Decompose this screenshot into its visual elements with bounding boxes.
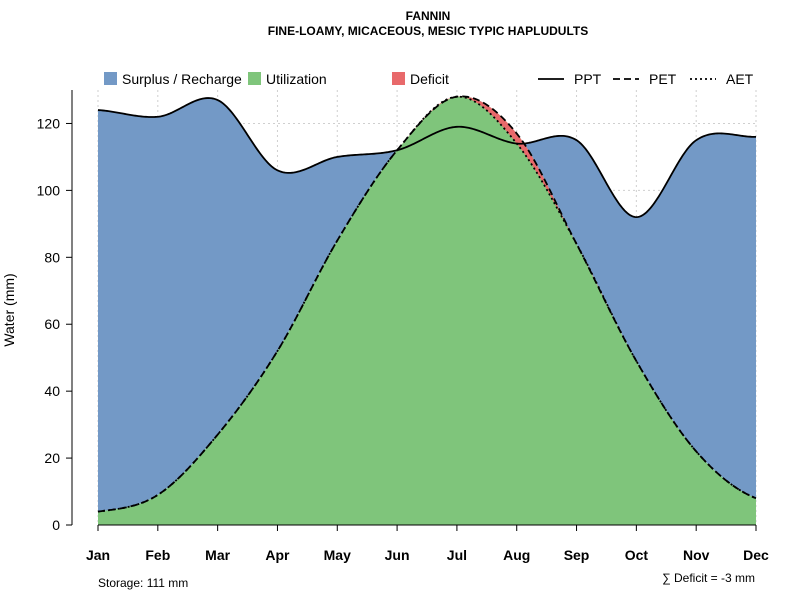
legend-label: AET: [726, 71, 754, 87]
legend-label: PPT: [574, 71, 602, 87]
x-tick-label-nov: Nov: [683, 547, 710, 563]
series-line-pet: [97, 95, 757, 513]
y-tick-label: 100: [37, 182, 61, 198]
y-tick-label: 80: [44, 249, 60, 265]
legend-label: Surplus / Recharge: [122, 71, 242, 87]
surplus-area: [98, 96, 756, 512]
x-tick-label-mar: Mar: [205, 547, 230, 563]
storage-annotation: Storage: 111 mm: [98, 576, 188, 590]
y-axis-label: Water (mm): [1, 273, 17, 346]
legend-swatch: [392, 72, 405, 85]
x-tick-label-apr: Apr: [265, 547, 290, 563]
series-line-ppt: [97, 97, 757, 219]
legend-label: Utilization: [266, 71, 327, 87]
deficit-annotation: ∑ Deficit = -3 mm: [662, 571, 755, 585]
x-tick-label-sep: Sep: [564, 547, 590, 563]
y-tick-label: 120: [37, 115, 61, 131]
utilization-area: [98, 96, 756, 526]
legend-label: PET: [649, 71, 677, 87]
legend-swatch: [104, 72, 117, 85]
y-tick-label: 60: [44, 316, 60, 332]
y-tick-label: 40: [44, 383, 60, 399]
legend-swatch: [248, 72, 261, 85]
axes: 0 20 40 60 80 100 120 Jan Feb Mar Apr May Jun Jul Aug S…: [37, 90, 769, 563]
legend-label: Deficit: [410, 71, 449, 87]
x-tick-label-may: May: [324, 547, 351, 563]
x-tick-label-jan: Jan: [86, 547, 110, 563]
y-tick-label: 0: [52, 517, 60, 533]
x-tick-label-dec: Dec: [743, 547, 769, 563]
y-tick-label: 20: [44, 450, 60, 466]
x-tick-label-oct: Oct: [625, 547, 649, 563]
legend: Surplus / Recharge Utilization Deficit PPT P…: [104, 71, 754, 87]
x-tick-label-aug: Aug: [503, 547, 530, 563]
x-tick-label-jun: Jun: [385, 547, 410, 563]
series-lines: [97, 95, 757, 513]
area-fills: [98, 96, 756, 526]
chart-subtitle: FINE-LOAMY, MICACEOUS, MESIC TYPIC HAPLU…: [268, 24, 588, 38]
x-tick-label-jul: Jul: [447, 547, 467, 563]
x-tick-label-feb: Feb: [145, 547, 170, 563]
chart-title: FANNIN: [406, 9, 451, 23]
